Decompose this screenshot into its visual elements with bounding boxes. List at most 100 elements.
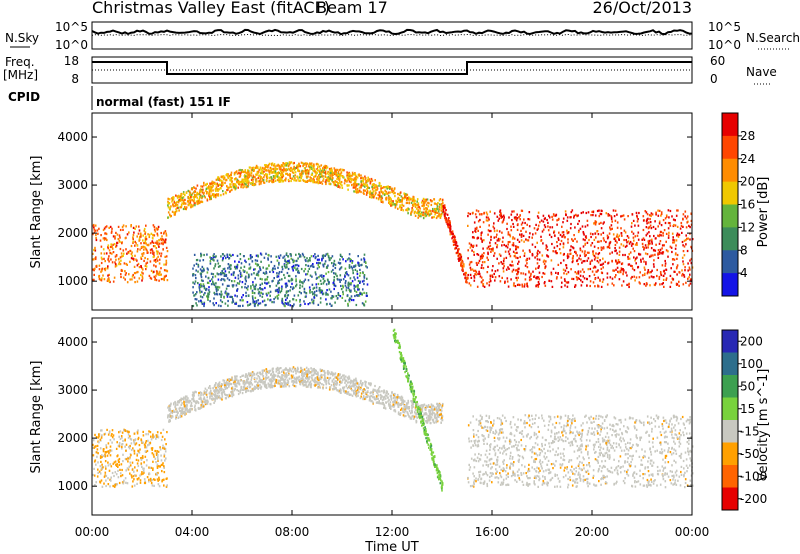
data-cell: [247, 185, 249, 188]
data-cell: [230, 254, 232, 257]
data-cell: [331, 295, 333, 298]
data-cell: [647, 243, 650, 246]
data-cell: [381, 200, 384, 203]
data-cell: [342, 176, 344, 179]
data-cell: [292, 298, 295, 301]
data-cell: [542, 220, 545, 223]
data-cell: [348, 288, 351, 291]
data-cell: [379, 393, 382, 396]
data-cell: [387, 393, 390, 396]
data-cell: [621, 214, 624, 218]
data-cell: [667, 234, 670, 237]
data-cell: [455, 252, 458, 255]
data-cell: [164, 241, 166, 244]
data-cell: [278, 278, 281, 281]
data-cell: [339, 182, 341, 185]
data-cell: [364, 183, 366, 186]
data-cell: [636, 243, 638, 246]
data-cell: [166, 270, 169, 273]
data-cell: [360, 177, 362, 180]
data-cell: [259, 294, 261, 297]
data-cell: [255, 301, 258, 304]
data-cell: [224, 290, 227, 293]
data-cell: [261, 177, 263, 180]
data-cell: [554, 250, 557, 253]
data-cell: [510, 225, 512, 228]
data-cell: [673, 270, 675, 273]
data-cell: [318, 170, 321, 173]
data-cell: [312, 166, 315, 169]
data-cell: [295, 280, 297, 283]
data-cell: [259, 277, 262, 280]
data-cell: [269, 285, 271, 288]
data-cell: [492, 265, 494, 268]
data-cell: [140, 257, 143, 260]
data-cell: [442, 210, 445, 213]
data-cell: [277, 282, 279, 285]
data-cell: [337, 261, 340, 264]
data-cell: [196, 196, 199, 199]
data-cell: [278, 367, 280, 370]
data-cell: [627, 236, 630, 239]
data-cell: [282, 179, 285, 183]
data-cell: [334, 263, 337, 266]
data-cell: [332, 281, 335, 285]
data-cell: [524, 264, 527, 267]
data-cell: [544, 265, 547, 268]
data-cell: [433, 210, 435, 213]
data-cell: [356, 183, 358, 186]
data-cell: [162, 238, 165, 241]
data-cell: [140, 273, 142, 277]
data-cell: [580, 279, 582, 282]
data-cell: [345, 260, 347, 263]
data-cell: [648, 239, 651, 242]
data-cell: [202, 188, 204, 191]
data-cell: [114, 255, 117, 258]
data-cell: [681, 231, 683, 234]
data-cell: [318, 289, 321, 292]
data-cell: [276, 164, 278, 167]
data-cell: [92, 258, 94, 261]
data-cell: [224, 270, 227, 273]
data-cell: [108, 226, 110, 229]
data-cell: [577, 272, 580, 275]
data-cell: [673, 239, 676, 242]
data-cell: [181, 202, 183, 205]
data-cell: [457, 248, 459, 251]
data-cell: [212, 282, 215, 285]
data-cell: [602, 262, 605, 265]
data-cell: [449, 221, 451, 224]
data-cell: [313, 292, 315, 295]
data-cell: [388, 199, 390, 202]
data-cell: [376, 188, 378, 191]
data-cell: [650, 214, 652, 218]
data-cell: [93, 231, 96, 234]
data-cell: [230, 183, 232, 186]
data-cell: [279, 254, 282, 257]
data-cell: [272, 180, 275, 183]
data-cell: [229, 185, 232, 188]
data-cell: [319, 175, 322, 178]
data-cell: [382, 191, 385, 194]
data-cell: [689, 268, 691, 271]
data-cell: [596, 270, 598, 273]
data-cell: [360, 182, 363, 185]
data-cell: [102, 274, 104, 277]
data-cell: [347, 281, 350, 284]
data-cell: [219, 265, 221, 268]
data-cell: [241, 183, 244, 186]
data-cell: [385, 190, 388, 193]
data-cell: [108, 249, 111, 252]
data-cell: [682, 225, 684, 228]
data-cell: [517, 256, 519, 260]
data-cell: [614, 247, 616, 250]
data-cell: [632, 236, 635, 239]
data-cell: [236, 172, 239, 175]
data-cell: [654, 249, 657, 252]
data-cell: [137, 232, 140, 235]
data-cell: [266, 294, 268, 297]
data-cell: [650, 275, 653, 278]
data-cell: [369, 395, 371, 398]
data-cell: [434, 211, 437, 214]
data-cell: [541, 254, 544, 257]
